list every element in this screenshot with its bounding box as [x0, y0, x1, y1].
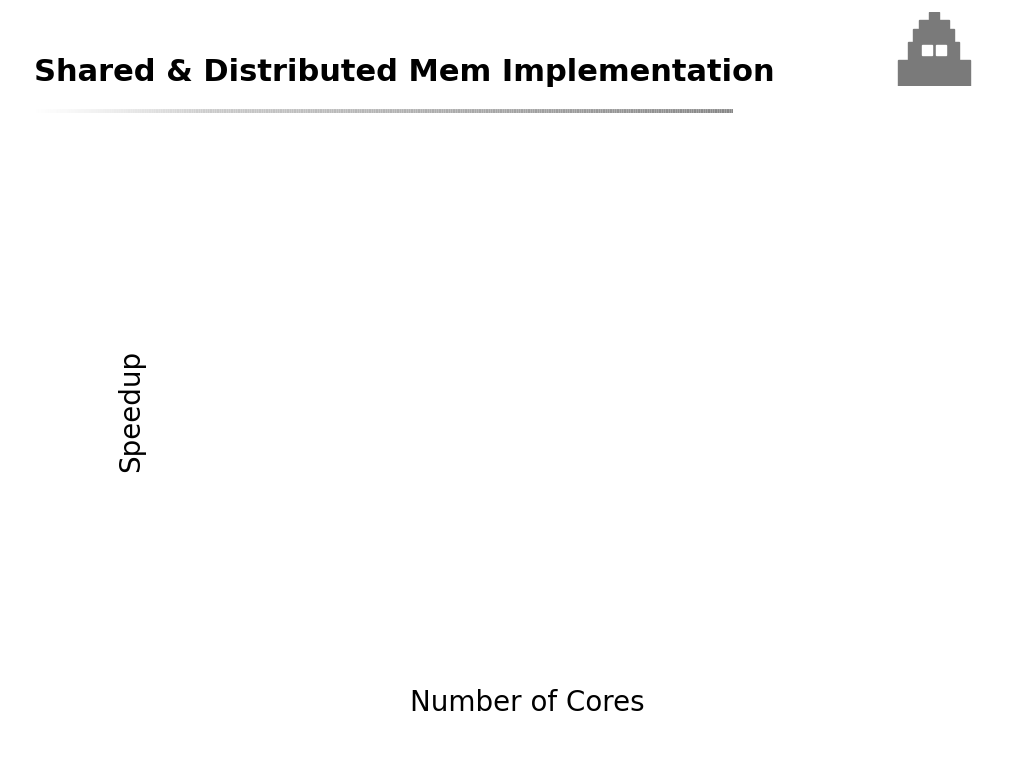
Bar	[903, 18, 1004, 85]
Polygon shape	[929, 12, 939, 20]
Text: UNIVERSITY OF LEEDS: UNIVERSITY OF LEEDS	[748, 85, 886, 95]
Y-axis label: Speedup: Speedup	[117, 349, 144, 472]
Polygon shape	[913, 28, 954, 41]
Polygon shape	[936, 45, 946, 55]
Polygon shape	[922, 45, 932, 55]
X-axis label: Number of Cores: Number of Cores	[410, 689, 645, 717]
Polygon shape	[898, 60, 970, 86]
Polygon shape	[908, 41, 959, 60]
Text: Shared & Distributed Mem Implementation: Shared & Distributed Mem Implementation	[34, 58, 774, 87]
Polygon shape	[919, 20, 949, 28]
